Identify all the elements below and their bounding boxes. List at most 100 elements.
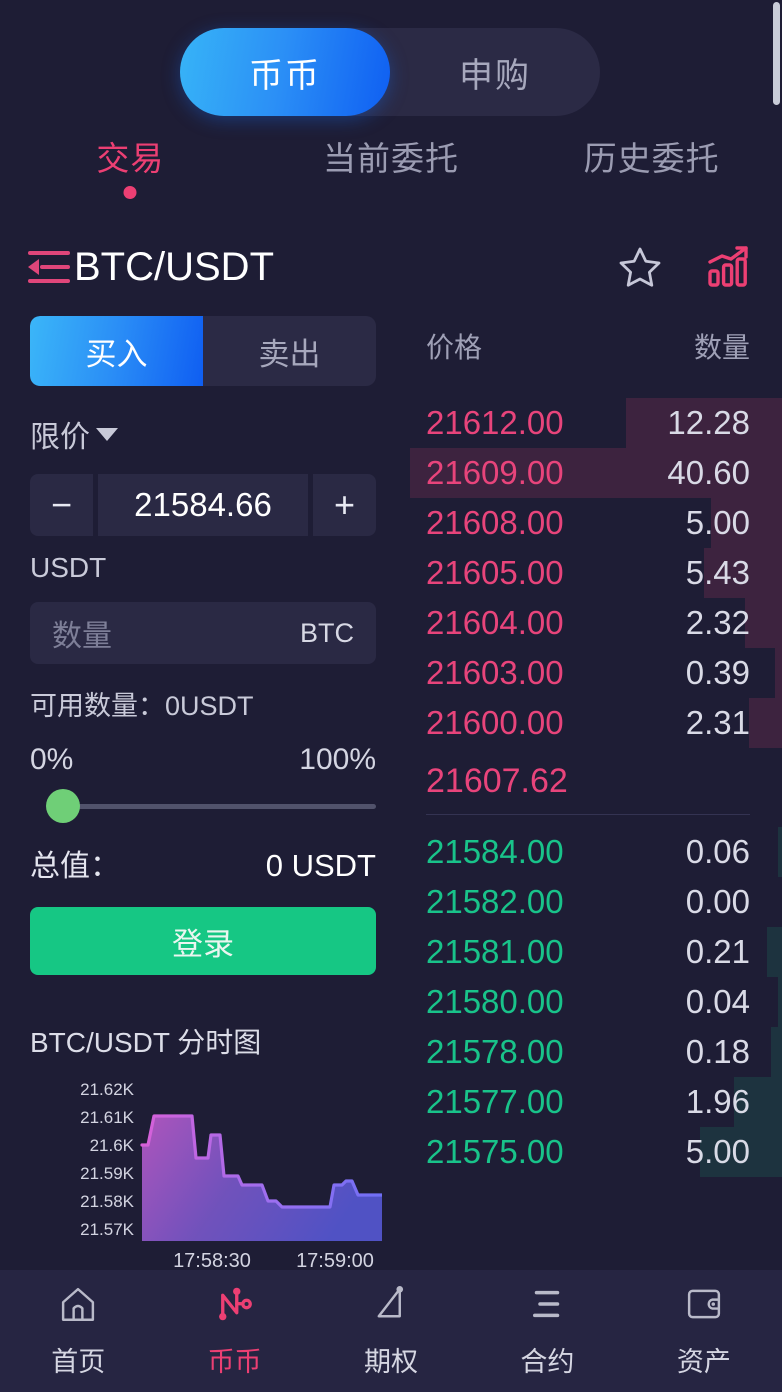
chart-area <box>142 1116 382 1241</box>
order-book-ask-row[interactable]: 21608.00 5.00 <box>410 498 782 548</box>
quantity-unit-label: BTC <box>300 617 354 648</box>
order-book-bid-row[interactable]: 21582.00 0.00 <box>410 877 782 927</box>
tab-trade[interactable]: 交易 <box>0 132 261 212</box>
order-book-ask-row[interactable]: 21612.00 12.28 <box>410 398 782 448</box>
nav-item-spot-label: 币币 <box>207 1347 262 1377</box>
bid-amount: 1.96 <box>685 1083 750 1120</box>
buy-tab-label: 买入 <box>85 336 148 372</box>
nav-item-spot[interactable]: 币币 <box>156 1283 312 1379</box>
segment-spot-label: 币币 <box>249 56 321 95</box>
chart-xtick-1: 17:59:00 <box>296 1250 374 1272</box>
depth-bar <box>770 1027 782 1077</box>
segment-subscription-label: 申购 <box>459 56 531 95</box>
depth-bar <box>625 398 782 448</box>
order-book-ask-row[interactable]: 21609.00 40.60 <box>410 448 782 498</box>
pair-header: BTC/USDT <box>0 232 782 302</box>
back-list-icon[interactable] <box>28 249 70 285</box>
order-book-bid-row[interactable]: 21580.00 0.04 <box>410 977 782 1027</box>
order-book-bid-row[interactable]: 21584.00 0.06 <box>410 827 782 877</box>
nav-item-home[interactable]: 首页 <box>0 1283 156 1379</box>
order-book-bid-row[interactable]: 21577.00 1.96 <box>410 1077 782 1127</box>
nav-item-assets[interactable]: 资产 <box>626 1283 782 1379</box>
star-outline-icon[interactable] <box>614 241 666 293</box>
sell-tab[interactable]: 卖出 <box>203 316 376 386</box>
order-form-pane: 买入 卖出 限价 − 21584.66 + USDT 数量 BTC 可用数量：0… <box>0 316 406 1275</box>
order-book-ask-row[interactable]: 21603.00 0.39 <box>410 648 782 698</box>
login-button-label: 登录 <box>172 926 234 962</box>
depth-bar <box>744 598 782 648</box>
order-book-ask-row[interactable]: 21600.00 2.31 <box>410 698 782 748</box>
bid-price: 21577.00 <box>426 1083 564 1120</box>
triangle-option-icon <box>370 1283 412 1330</box>
ask-amount: 12.28 <box>667 404 750 441</box>
bid-price: 21575.00 <box>426 1133 564 1170</box>
network-nodes-icon <box>214 1283 256 1330</box>
price-input[interactable]: 21584.66 <box>98 474 308 536</box>
tab-current-orders-label: 当前委托 <box>323 140 459 177</box>
quantity-input[interactable]: 数量 BTC <box>30 602 376 664</box>
bid-price: 21582.00 <box>426 883 564 920</box>
bid-price: 21578.00 <box>426 1033 564 1070</box>
bar-chart-up-icon[interactable] <box>702 241 754 293</box>
bid-amount: 0.04 <box>685 983 750 1020</box>
order-type-dropdown[interactable]: 限价 <box>30 412 406 456</box>
quantity-placeholder: 数量 <box>52 620 112 653</box>
total-label: 总值： <box>30 850 120 883</box>
order-book-bid-row[interactable]: 21578.00 0.18 <box>410 1027 782 1077</box>
bid-price: 21584.00 <box>426 833 564 870</box>
pair-header-actions <box>614 241 754 293</box>
buy-tab[interactable]: 买入 <box>30 316 203 386</box>
chart-ytick-3: 21.59K <box>80 1164 135 1183</box>
order-book-amount-header: 数量 <box>693 332 750 363</box>
buy-sell-toggle: 买入 卖出 <box>30 316 376 386</box>
mid-price: 21607.62 <box>426 761 568 800</box>
page-scrollbar[interactable] <box>773 0 782 1270</box>
nav-item-options-label: 期权 <box>364 1347 419 1377</box>
chart-ytick-1: 21.61K <box>80 1108 135 1127</box>
bid-amount: 0.00 <box>685 883 750 920</box>
depth-bar <box>748 698 782 748</box>
nav-item-contract[interactable]: 合约 <box>469 1283 625 1379</box>
scrollbar-thumb[interactable] <box>773 2 780 105</box>
order-book-ask-row[interactable]: 21604.00 2.32 <box>410 598 782 648</box>
login-button[interactable]: 登录 <box>30 907 376 975</box>
plus-icon: + <box>333 484 356 525</box>
tab-trade-label: 交易 <box>96 140 165 177</box>
total-value-row: 总值： 0 USDT <box>30 841 376 885</box>
amount-percent-slider[interactable] <box>30 789 376 823</box>
order-book-bid-row[interactable]: 21581.00 0.21 <box>410 927 782 977</box>
mini-chart: BTC/USDT 分时图 21.62K <box>30 1021 382 1275</box>
mini-chart-plot: 21.62K 21.61K 21.6K 21.59K 21.58K 21.57K… <box>80 1080 382 1272</box>
order-book-ask-row[interactable]: 21605.00 5.43 <box>410 548 782 598</box>
percent-max-label: 100% <box>299 743 376 776</box>
depth-bar <box>767 927 782 977</box>
segment-subscription[interactable]: 申购 <box>390 28 600 116</box>
depth-bar <box>703 548 782 598</box>
nav-item-assets-label: 资产 <box>676 1347 731 1377</box>
price-increment-button[interactable]: + <box>313 474 376 536</box>
order-book: 价格 数量 21612.00 12.28 21609.00 40.60 2160… <box>410 316 782 1177</box>
order-book-header: 价格 数量 <box>410 316 782 376</box>
segment-spot[interactable]: 币币 <box>180 28 390 116</box>
tab-current-orders[interactable]: 当前委托 <box>261 132 522 212</box>
total-value: 0 USDT <box>265 848 376 883</box>
depth-bar <box>711 498 782 548</box>
minus-icon: − <box>50 484 73 525</box>
ask-price: 21600.00 <box>426 704 564 741</box>
depth-bar <box>774 648 782 698</box>
page-title: BTC/USDT <box>74 244 274 289</box>
sub-tab-bar: 交易 当前委托 历史委托 <box>0 132 782 212</box>
mini-chart-title: BTC/USDT 分时图 <box>30 1027 262 1058</box>
price-stepper: − 21584.66 + <box>30 474 376 536</box>
slider-thumb[interactable] <box>46 789 80 823</box>
bid-amount: 5.00 <box>685 1133 750 1170</box>
price-decrement-button[interactable]: − <box>30 474 93 536</box>
bid-price: 21580.00 <box>426 983 564 1020</box>
percent-range-labels: 0% 100% <box>30 743 376 777</box>
order-book-bid-row[interactable]: 21575.00 5.00 <box>410 1127 782 1177</box>
nav-item-options[interactable]: 期权 <box>313 1283 469 1379</box>
mid-price-row: 21607.62 <box>410 748 782 814</box>
contract-lines-icon <box>526 1283 568 1330</box>
tab-history-orders[interactable]: 历史委托 <box>521 132 782 212</box>
